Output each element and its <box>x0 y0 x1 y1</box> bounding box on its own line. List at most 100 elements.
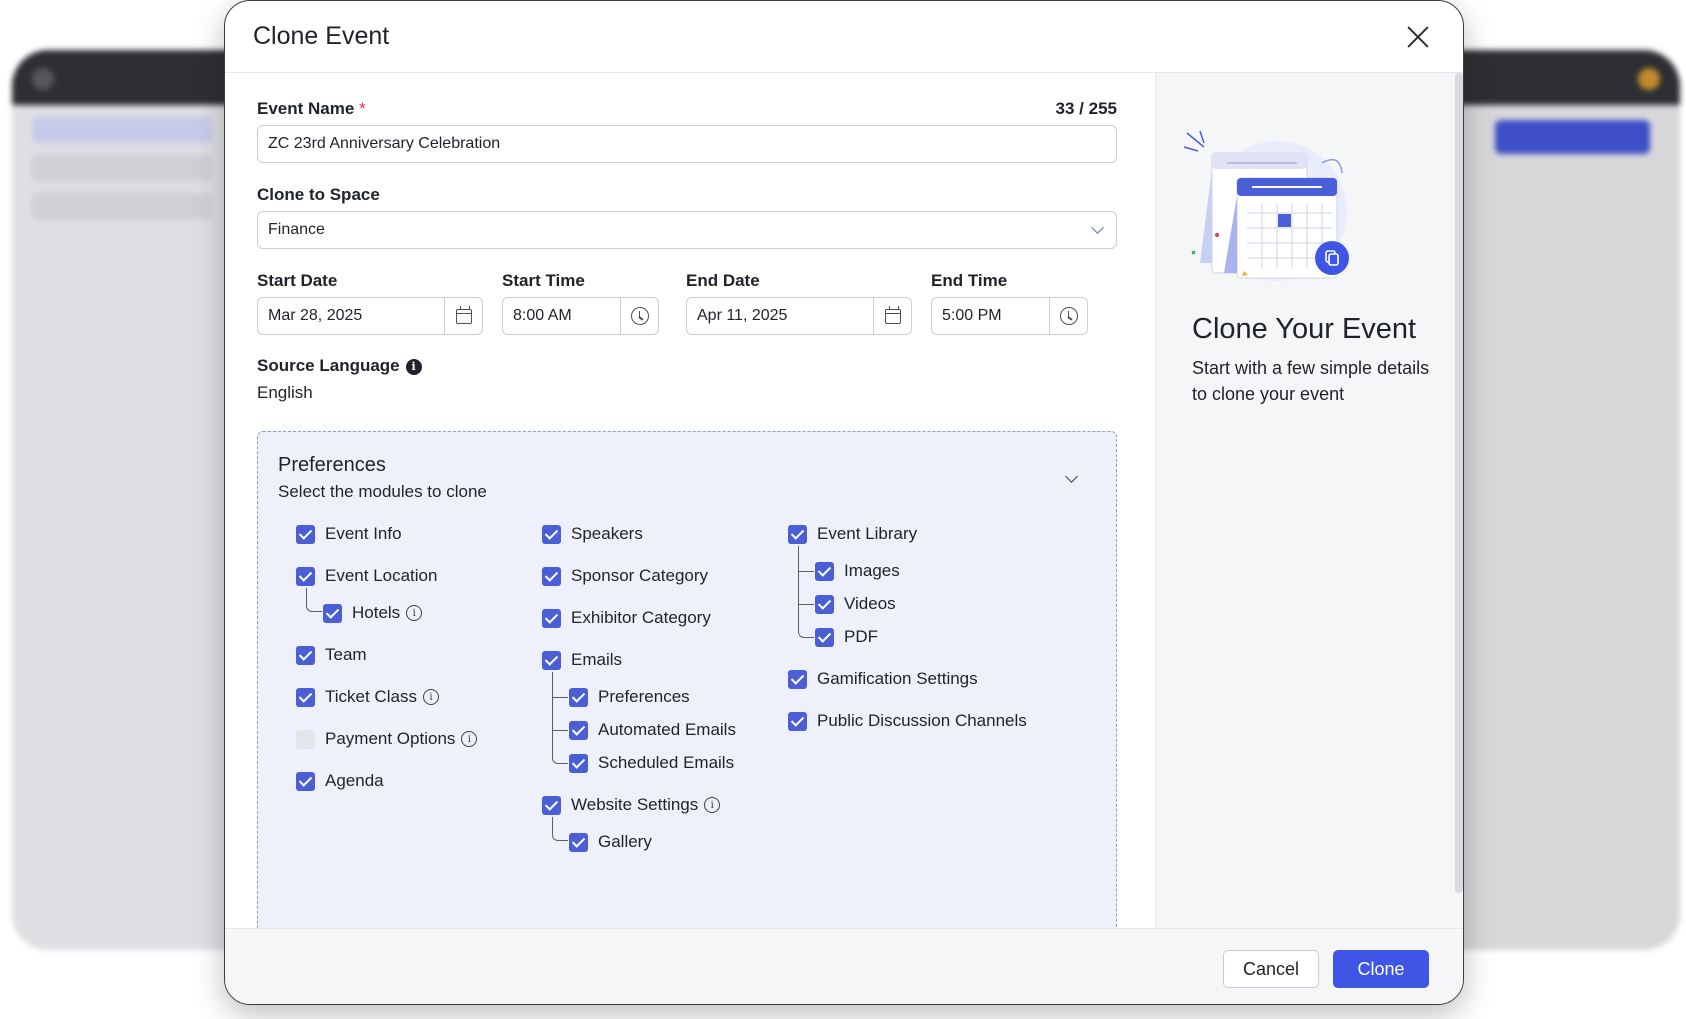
checkbox-gamification-settings[interactable]: Gamification Settings <box>788 669 978 689</box>
tree-connector <box>798 571 814 573</box>
checkbox-website-settings[interactable]: Website Settings i <box>542 795 721 815</box>
checkbox-emails[interactable]: Emails <box>542 650 622 670</box>
checkbox-label: Gamification Settings <box>817 669 978 688</box>
checkbox-label: Team <box>325 645 367 664</box>
checkbox-icon <box>788 711 807 731</box>
background-sidebar-item <box>32 155 212 181</box>
checkbox-label: Exhibitor Category <box>571 608 711 627</box>
info-icon[interactable]: i <box>461 731 478 747</box>
calendar-icon <box>884 305 901 324</box>
checkbox-label: Agenda <box>325 771 384 790</box>
start-date-value: Mar 28, 2025 <box>268 307 363 324</box>
cancel-button[interactable]: Cancel <box>1223 950 1319 988</box>
checkbox-automated-emails[interactable]: Automated Emails <box>569 720 736 740</box>
modal-title: Clone Event <box>253 22 390 50</box>
checkbox-label: Gallery <box>598 832 652 851</box>
checkbox-images[interactable]: Images <box>815 561 900 581</box>
clock-icon <box>1059 307 1078 325</box>
checkbox-icon <box>542 524 561 544</box>
clone-event-modal: Clone Event Event Name * 33 / 255 ZC 23r… <box>224 0 1464 1005</box>
form-area: Event Name * 33 / 255 ZC 23rd Anniversar… <box>225 73 1155 928</box>
tree-connector <box>552 730 568 732</box>
side-panel-title: Clone Your Event <box>1192 313 1417 345</box>
scrollbar[interactable] <box>1455 73 1463 893</box>
tree-connector <box>552 817 568 841</box>
background-create-button <box>1495 120 1650 154</box>
end-date-label: End Date <box>686 271 760 290</box>
clone-to-space-select[interactable]: Finance <box>257 211 1117 249</box>
start-date-input[interactable]: Mar 28, 2025 <box>257 297 483 335</box>
checkbox-payment-options[interactable]: Payment Options i <box>296 729 478 749</box>
background-logo-icon <box>32 68 54 90</box>
side-panel: Clone Your Event Start with a few simple… <box>1155 73 1463 928</box>
checkbox-label: Sponsor Category <box>571 566 709 585</box>
checkbox-label: Hotels <box>352 603 401 622</box>
checkbox-agenda[interactable]: Agenda <box>296 771 384 791</box>
checkbox-videos[interactable]: Videos <box>815 594 896 614</box>
tree-connector <box>552 672 568 764</box>
checkbox-icon <box>815 627 834 647</box>
event-name-value: ZC 23rd Anniversary Celebration <box>268 135 501 152</box>
source-language-value: English <box>257 383 313 402</box>
end-date-value: Apr 11, 2025 <box>697 307 788 324</box>
checkbox-gallery[interactable]: Gallery <box>569 832 652 852</box>
start-date-picker[interactable] <box>444 298 482 334</box>
checkbox-speakers[interactable]: Speakers <box>542 524 643 544</box>
checkbox-exhibitor-category[interactable]: Exhibitor Category <box>542 608 711 628</box>
checkbox-pdf[interactable]: PDF <box>815 627 878 647</box>
calendar-icon <box>455 305 472 324</box>
info-icon[interactable]: i <box>422 689 439 705</box>
checkbox-team[interactable]: Team <box>296 645 367 665</box>
checkbox-icon <box>296 771 315 791</box>
info-icon[interactable]: i <box>406 605 423 621</box>
tree-connector <box>798 546 814 638</box>
checkbox-icon <box>815 594 834 614</box>
clock-icon <box>630 307 649 325</box>
preferences-panel: Preferences Select the modules to clone … <box>257 431 1117 928</box>
checkbox-event-info[interactable]: Event Info <box>296 524 402 544</box>
modal-footer: Cancel Clone <box>225 928 1463 1004</box>
checkbox-label: Videos <box>844 594 896 613</box>
checkbox-email-preferences[interactable]: Preferences <box>569 687 690 707</box>
checkbox-scheduled-emails[interactable]: Scheduled Emails <box>569 753 734 773</box>
checkbox-ticket-class[interactable]: Ticket Class i <box>296 687 439 707</box>
start-time-label: Start Time <box>502 271 585 290</box>
chevron-down-icon[interactable] <box>1065 470 1078 483</box>
checkbox-hotels[interactable]: Hotels i <box>323 603 423 623</box>
checkbox-sponsor-category[interactable]: Sponsor Category <box>542 566 708 586</box>
preferences-subtitle: Select the modules to clone <box>278 482 487 501</box>
side-panel-subtitle: Start with a few simple details to clone… <box>1192 358 1430 404</box>
end-time-input[interactable]: 5:00 PM <box>931 297 1088 335</box>
checkbox-event-library[interactable]: Event Library <box>788 524 917 544</box>
checkbox-icon <box>296 729 315 749</box>
info-icon[interactable]: i <box>704 797 721 813</box>
event-name-input[interactable]: ZC 23rd Anniversary Celebration <box>257 125 1117 163</box>
checkbox-label: Automated Emails <box>598 720 736 739</box>
clone-button[interactable]: Clone <box>1333 950 1429 988</box>
preferences-title: Preferences <box>278 454 386 476</box>
checkbox-label: Website Settings <box>571 795 699 814</box>
tree-connector <box>798 604 814 606</box>
source-language-label: Source Language i <box>257 356 422 376</box>
checkbox-icon <box>296 524 315 544</box>
end-date-input[interactable]: Apr 11, 2025 <box>686 297 912 335</box>
start-time-input[interactable]: 8:00 AM <box>502 297 659 335</box>
tree-connector <box>552 697 568 699</box>
checkbox-icon <box>569 720 588 740</box>
checkbox-public-discussion-channels[interactable]: Public Discussion Channels <box>788 711 1027 731</box>
close-icon[interactable] <box>1403 22 1433 52</box>
checkbox-icon <box>542 795 561 815</box>
info-icon[interactable]: i <box>405 358 422 375</box>
checkbox-icon <box>296 566 315 586</box>
checkbox-label: Scheduled Emails <box>598 753 735 772</box>
chevron-down-icon <box>1091 221 1104 234</box>
character-counter: 33 / 255 <box>1055 99 1117 118</box>
end-date-picker[interactable] <box>873 298 911 334</box>
checkbox-event-location[interactable]: Event Location <box>296 566 437 586</box>
checkbox-icon <box>815 561 834 581</box>
background-sidebar-item <box>32 117 212 143</box>
start-time-picker[interactable] <box>620 298 658 334</box>
end-time-picker[interactable] <box>1049 298 1087 334</box>
checkbox-label: Preferences <box>598 687 690 706</box>
checkbox-label: Event Library <box>817 524 918 543</box>
